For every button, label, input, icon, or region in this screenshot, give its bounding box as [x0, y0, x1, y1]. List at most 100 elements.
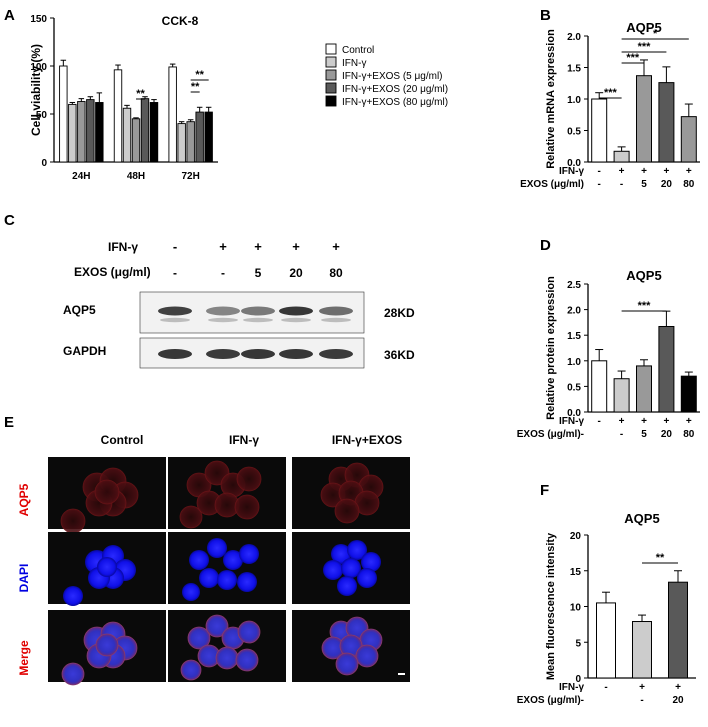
- pf-ifn-cell: -: [604, 682, 607, 693]
- pb-exos-cell: -: [598, 179, 601, 190]
- pd-bar-4: [680, 375, 697, 413]
- micro-nucleus: [217, 570, 237, 590]
- micro-cell: [236, 466, 262, 492]
- wb-exos-cell: 5: [255, 266, 262, 280]
- wb-treatment-rows: - + + + + - - 5 20 80: [173, 239, 343, 280]
- a-legend-label: IFN-γ+EXOS (80 μg/ml): [342, 97, 448, 108]
- micro-nucleus: [357, 568, 377, 588]
- a-legend-label: IFN-γ: [342, 58, 366, 69]
- a-bar-0-2: [77, 101, 86, 163]
- wb-band-aqp5: [319, 306, 353, 316]
- wb-exos-cell: -: [221, 266, 225, 280]
- wb-bands: [158, 306, 353, 359]
- pf-exos-cell: -: [640, 695, 643, 706]
- pb-bar-0: [591, 98, 608, 163]
- micro-merge-cell: [187, 626, 211, 650]
- a-xtick-label: 24H: [72, 171, 90, 182]
- pf-ifn-cell: +: [639, 682, 645, 693]
- micro-merge-cell: [61, 662, 85, 686]
- wb-band-faint: [281, 317, 311, 323]
- pd-exos-cell: -: [620, 429, 623, 440]
- pf-ytick-label: 15: [570, 567, 582, 578]
- pb-exos-cell: 20: [661, 179, 673, 190]
- wb-ifn-cell: +: [219, 239, 227, 254]
- a-title: CCK-8: [162, 14, 199, 28]
- panel-letter-b: B: [540, 7, 551, 24]
- pb-ifn-cell: -: [598, 166, 601, 177]
- micro-nucleus: [337, 576, 357, 596]
- pb-ifn-cell: +: [663, 166, 669, 177]
- micro-scale-bar: [398, 673, 405, 675]
- a-sig-label: **: [191, 81, 200, 93]
- pd-ytick-label: 0.0: [567, 408, 581, 419]
- micro-image-grid: [48, 457, 410, 686]
- pd-ytick-label: 1.0: [567, 357, 581, 368]
- a-xtick-label: 48H: [127, 171, 145, 182]
- pf-ytick-label: 20: [570, 531, 582, 542]
- a-legend-label: IFN-γ+EXOS (5 μg/ml): [342, 71, 443, 82]
- micro-nucleus: [323, 560, 343, 580]
- wb-band-faint: [160, 317, 190, 323]
- wb-ifn-cell: +: [292, 239, 300, 254]
- panel-d-chart: 0.0 0.5 1.0 1.5 2.0 2.5 AQP5 Relative protein e…: [517, 268, 700, 440]
- pb-ylabel: Relative mRNA expression: [545, 29, 557, 169]
- pd-exos-cell: 20: [661, 429, 673, 440]
- wb-band-gapdh: [158, 349, 192, 359]
- wb-size-aqp5: 28KD: [384, 306, 415, 320]
- micro-cell: [234, 494, 260, 520]
- pd-ifn-cell: -: [598, 416, 601, 427]
- pb-bar-2: [636, 75, 652, 163]
- micro-nucleus: [189, 550, 209, 570]
- a-bar-2-4: [204, 111, 213, 163]
- wb-exos-cell: 20: [289, 266, 303, 280]
- micro-nucleus: [182, 583, 200, 601]
- micro-nucleus: [347, 540, 367, 560]
- a-bar-0-0: [59, 65, 68, 163]
- pd-bar-0: [591, 360, 608, 413]
- pf-ylabel: Mean fluorescence intensity: [545, 532, 557, 680]
- pb-bar-1: [613, 150, 630, 163]
- wb-band-gapdh: [241, 349, 275, 359]
- micro-row-dapi: DAPI: [17, 564, 31, 593]
- micro-merge-cell: [335, 652, 359, 676]
- pb-row-label-ifn: IFN-γ: [559, 166, 584, 177]
- pb-bar-4: [680, 116, 697, 163]
- pd-title: AQP5: [626, 268, 661, 283]
- pd-ytick-label: 0.5: [567, 382, 581, 393]
- pf-exos-cell: 20: [672, 695, 684, 706]
- wb-band-label-gapdh: GAPDH: [63, 344, 106, 358]
- a-bar-1-2: [131, 118, 141, 163]
- pd-ytick-label: 2.0: [567, 306, 581, 317]
- pf-bar-2: [668, 581, 688, 679]
- a-bar-1-3: [140, 98, 150, 163]
- pf-bar-0: [596, 602, 616, 679]
- a-bar-2-2: [186, 121, 195, 163]
- pb-ytick-label: 0.5: [567, 127, 581, 138]
- pd-sig-label: ***: [638, 300, 652, 312]
- a-sig-label: **: [195, 69, 204, 81]
- pb-exos-cell: 80: [683, 179, 695, 190]
- a-bar-0-3: [86, 99, 95, 163]
- pb-exos-cell: 5: [641, 179, 647, 190]
- pf-ytick-label: 10: [570, 603, 582, 614]
- micro-merge-cell: [355, 644, 379, 668]
- a-xtick-label: 72H: [181, 171, 199, 182]
- pb-sig-label: ***: [638, 41, 652, 53]
- pb-ifn-cell: +: [641, 166, 647, 177]
- wb-band-faint: [321, 317, 351, 323]
- wb-ifn-cell: -: [173, 239, 177, 254]
- micro-nucleus: [331, 544, 351, 564]
- pb-ytick-label: 2.0: [567, 32, 581, 43]
- pf-row-label-ifn: IFN-γ: [559, 682, 584, 693]
- pd-exos-cell: 80: [683, 429, 695, 440]
- wb-ifn-label: IFN-γ: [108, 240, 138, 254]
- wb-band-gapdh: [206, 349, 240, 359]
- pf-bar-1: [632, 621, 652, 679]
- panel-letter-f: F: [540, 482, 549, 499]
- pb-exos-cell: -: [620, 179, 623, 190]
- panel-a-chart: 0 50 100 150 CCK-8 Cell viability (%) 24H 48H 72…: [29, 14, 448, 182]
- wb-band-gapdh: [319, 349, 353, 359]
- panel-letter-a: A: [4, 7, 15, 24]
- pd-row-label-ifn: IFN-γ: [559, 416, 584, 427]
- a-legend-swatch: [325, 69, 337, 81]
